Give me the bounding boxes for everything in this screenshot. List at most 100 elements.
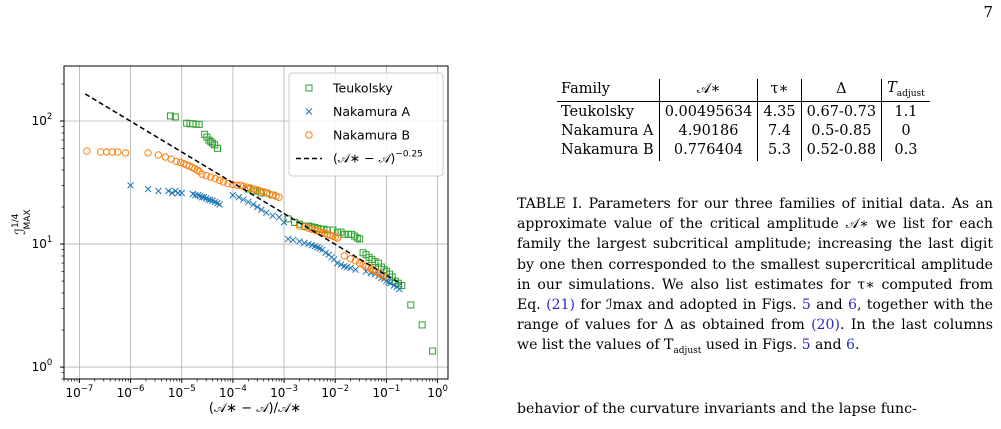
data-point [398, 282, 406, 290]
legend-label: Teukolsky [332, 81, 393, 96]
table-header-family: Family [557, 79, 660, 102]
table-cell: 0.3 [881, 141, 930, 161]
data-point [202, 171, 210, 180]
data-point [229, 180, 237, 189]
y-tick-label: 100 [32, 358, 53, 374]
data-point [198, 170, 206, 178]
scatter-plot: 10−7 10−6 10−5 10−4 10−3 10−2 10−1 100 10010110… [11, 65, 449, 416]
figure-reference-link[interactable]: 6 [846, 337, 855, 354]
data-point [108, 148, 117, 156]
y-axis-label: ℐ1/4 MAX [11, 209, 33, 234]
figure-reference-link[interactable]: 5 [801, 337, 811, 354]
data-point [280, 219, 288, 226]
data-point [176, 158, 185, 167]
x-tick-label: 10−4 [219, 384, 247, 400]
figure-reference-link[interactable]: 5 [801, 297, 811, 314]
data-point [407, 301, 415, 309]
data-point [340, 230, 348, 238]
plot-series [83, 93, 437, 355]
x-tick-label: 10−6 [117, 384, 145, 400]
data-point [235, 193, 243, 201]
data-point [211, 174, 219, 183]
data-point [269, 212, 277, 220]
data-point [301, 239, 308, 247]
table-cell: Nakamura A [561, 123, 654, 140]
data-point [121, 149, 130, 157]
y-tick-label: 101 [32, 235, 53, 251]
data-point [346, 255, 355, 263]
data-point [102, 148, 111, 156]
data-point [171, 187, 179, 195]
data-point [337, 261, 345, 269]
data-point [275, 193, 283, 201]
data-point [387, 279, 394, 287]
data-point [353, 234, 361, 242]
data-point [262, 209, 270, 216]
data-point [144, 185, 152, 193]
data-point [347, 264, 354, 272]
x-tick-label: 10−3 [270, 384, 298, 400]
data-point [155, 187, 162, 195]
figure-reference-link[interactable]: 6 [847, 297, 857, 314]
data-point [194, 191, 202, 199]
data-point [300, 223, 309, 231]
legend-box [288, 72, 444, 177]
equation-reference-link[interactable]: (20) [811, 317, 840, 334]
table-cell: 0.00495634 [658, 101, 758, 123]
data-point [396, 285, 403, 293]
data-point [253, 186, 262, 194]
body-paragraph: behavior of the curvature invariants and… [517, 401, 917, 417]
table-cell: 7.4 [757, 122, 802, 142]
table-cell: 0.776404 [658, 141, 758, 161]
data-point [171, 113, 179, 121]
table-cell: 0.52-0.88 [800, 141, 882, 161]
legend-marker [305, 108, 313, 115]
data-point [429, 347, 437, 355]
data-point [383, 277, 390, 285]
data-point [265, 190, 274, 198]
data-point [168, 189, 176, 197]
data-point [289, 236, 297, 244]
table-cell: 0.67-0.73 [800, 101, 882, 123]
table-cell: Nakamura B [561, 142, 654, 159]
data-point [202, 195, 210, 202]
legend-marker [305, 84, 313, 92]
series-nakamura-a [127, 181, 403, 293]
table-cell: 0.5-0.85 [800, 122, 882, 142]
table-cell: 4.35 [757, 101, 802, 123]
data-point [207, 173, 215, 181]
data-point [229, 191, 237, 199]
data-point [216, 201, 223, 208]
data-point [333, 259, 341, 267]
data-point [204, 196, 212, 203]
data-point [385, 278, 392, 286]
table-header-critical-amplitude: 𝒜∗ [658, 79, 758, 102]
data-point [193, 166, 201, 174]
data-point [172, 157, 180, 166]
data-point [352, 266, 359, 273]
equation-reference-link[interactable]: (21) [546, 297, 576, 314]
table-header-tau: τ∗ [757, 79, 802, 102]
data-point [113, 148, 122, 156]
table-caption: TABLE I. Parameters for our three famili… [517, 196, 994, 357]
x-tick-label: 10−5 [168, 384, 196, 400]
data-point [239, 196, 247, 203]
parameters-table: Family 𝒜∗ τ∗ Δ Tadjust Teukolsky 0.00495… [557, 79, 930, 161]
x-axis-ticks: 10−7 10−6 10−5 10−4 10−3 10−2 10−1 100 [63, 379, 448, 400]
data-point [246, 184, 255, 192]
data-point [296, 238, 303, 245]
data-point [249, 201, 257, 208]
data-point [269, 191, 277, 199]
x-tick-label: 10−7 [65, 384, 93, 400]
table-row: Nakamura B 0.776404 5.3 0.52-0.88 0.3 [557, 141, 930, 161]
data-point [209, 139, 217, 147]
table-row: Nakamura A 4.90186 7.4 0.5-0.85 0 [557, 122, 930, 142]
data-point [195, 120, 203, 128]
data-point [275, 213, 283, 221]
data-point [355, 259, 364, 267]
data-point [224, 179, 232, 188]
plot-frame [63, 65, 449, 380]
table-row: Teukolsky 0.00495634 4.35 0.67-0.73 1.1 [557, 101, 930, 123]
